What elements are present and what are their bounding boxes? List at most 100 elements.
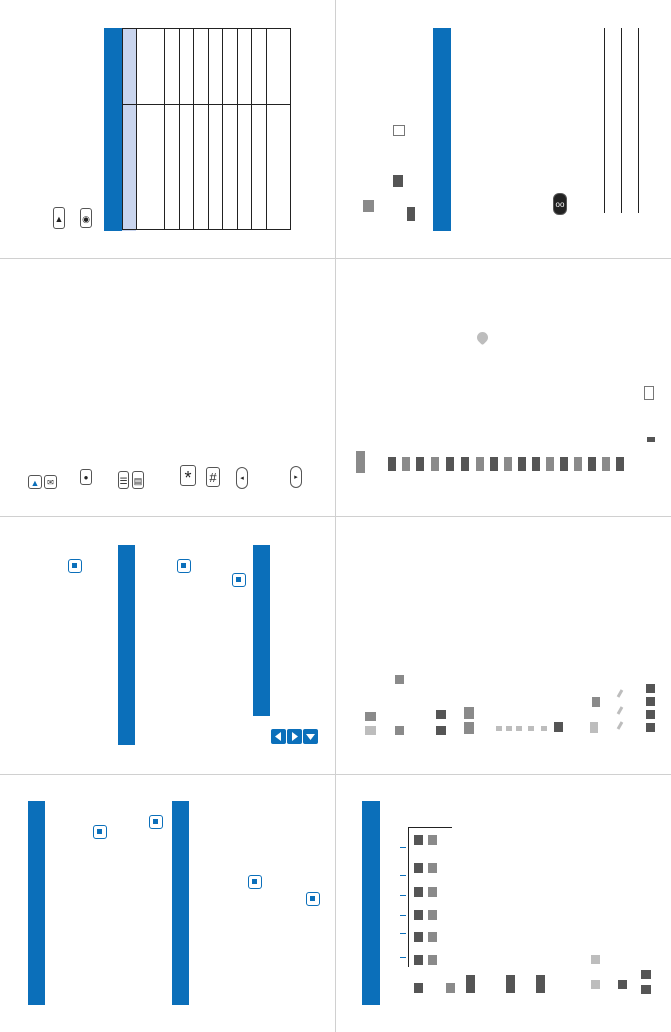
right-arrow-icon [287,729,302,744]
battery-icon [644,386,654,400]
status-icon-16 [602,457,610,471]
arrow-icon-5 [541,726,547,731]
step-marker [177,559,191,573]
status-icon-11 [532,457,540,471]
section-bar [433,28,451,231]
status-icon-2 [402,457,410,471]
tool-icon-2 [464,722,474,734]
signal-icon [647,437,655,442]
arrow-icon-1 [496,726,502,731]
table-col-5 [208,28,209,230]
list-icon-3 [414,863,423,873]
panel-callout-list [336,775,666,1030]
status-icon-14 [574,457,582,471]
softkey-icon-2: ▤ [132,471,144,489]
callout-marker-3 [400,895,406,896]
left-arrow-icon [271,729,286,744]
step-marker [93,825,107,839]
folder-icon [393,125,405,136]
callout-marker-6 [400,957,406,958]
image-icon [365,712,376,721]
down-arrow-icon [303,729,318,744]
memory-card-icon [393,175,403,187]
mail-icon [395,675,404,684]
status-icon-10 [518,457,526,471]
phone-icon [590,722,598,733]
status-icon-5 [446,457,454,471]
list-icon-4 [428,863,437,873]
slash-icon-3 [616,721,624,730]
page-divider-3 [0,774,671,775]
step-marker [232,573,246,587]
camera-key-icon: ◉ [80,208,92,228]
panel-status-icons [336,259,666,514]
table-col-1 [136,28,137,230]
list-icon-13 [414,983,423,993]
callout-marker-4 [400,915,406,916]
heart-icon [474,329,491,346]
list-icon-12 [428,955,437,965]
slash-icon-1 [616,689,624,698]
arrow-icon-4 [528,726,534,731]
voicemail-icon: oo [553,193,567,215]
list-icon-7 [414,910,423,920]
status-icon-6 [461,457,469,471]
list-rule-2 [621,28,622,213]
step-marker [248,875,262,889]
table-col-7 [237,28,238,230]
list-rule-3 [638,28,639,213]
record-key-icon: ● [80,469,92,485]
list-icon-6 [428,887,437,897]
mail-key-icon: ✉ [44,475,57,489]
status-icon-15 [588,457,596,471]
softkey-icon: ☰ [118,471,129,489]
step-marker [306,892,320,906]
table-row-divider [122,104,291,105]
callout-marker-1 [400,847,406,848]
callout-bracket-top [408,827,452,828]
status-icon-17 [616,457,624,471]
status-icon-13 [560,457,568,471]
panel-icon-list: oo [336,0,666,255]
image-icon-2 [365,726,376,735]
list-icon-11 [414,955,423,965]
list-icon-2 [428,835,437,845]
section-bar-right [253,545,270,716]
note-icon [363,200,374,212]
up-arrow-key-icon: ▲ [28,475,42,489]
panel-steps-b [0,775,330,1030]
table-col-3 [179,28,180,230]
clear-key-icon: ◂ [236,467,248,489]
arrow-icon-2 [506,726,512,731]
callout-marker-5 [400,933,406,934]
list-icon-20 [618,980,627,989]
list-icon-22 [641,985,651,994]
list-icon-18 [591,955,600,964]
list-icon-5 [414,887,423,897]
section-bar-left [28,801,45,1005]
tool-icon [464,707,474,719]
section-bar-right [172,801,189,1005]
arrow-icon-3 [516,726,522,731]
calendar-icon [436,710,446,719]
callout-marker-2 [400,875,406,876]
box-icon [592,697,600,707]
list-icon-21 [641,970,651,979]
clock-text-icon [356,451,365,473]
table-col-2 [164,28,165,230]
page-divider-2 [0,516,671,517]
list-icon-14 [446,983,455,993]
list-icon-1 [414,835,423,845]
section-bar-left [118,545,135,745]
battery-level-icon-2 [646,697,655,706]
list-icon-16 [506,975,515,993]
section-bar [104,28,122,231]
antenna-icon [407,207,415,221]
section-bar [362,801,380,1005]
status-icon-8 [490,457,498,471]
list-icon-9 [414,932,423,942]
battery-level-icon-3 [646,710,655,719]
table-col-8 [251,28,252,230]
panel-key-row: ▲ ✉ ● ☰ ▤ * # ◂ ▸ [0,259,330,514]
battery-level-icon-4 [646,723,655,732]
